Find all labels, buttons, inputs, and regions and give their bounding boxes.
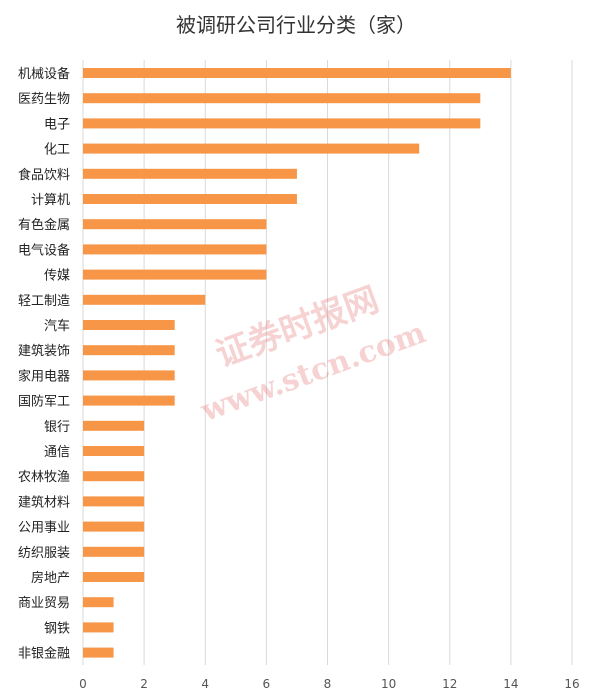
x-tick-label-6: 6 (263, 677, 271, 691)
bar-24 (83, 647, 114, 658)
x-tick-label-2: 2 (140, 677, 148, 691)
bar-23 (83, 622, 114, 633)
gridlines (82, 60, 573, 665)
bar-8 (83, 244, 267, 255)
category-label-24: 非银金融 (18, 646, 70, 662)
category-label-9: 传媒 (44, 269, 70, 284)
bar-7 (83, 219, 267, 230)
bar-4 (83, 143, 420, 154)
watermark: 证券时报网 www.stcn.com (196, 280, 431, 430)
category-label-19: 公用事业 (18, 521, 70, 536)
bar-22 (83, 597, 114, 608)
category-label-13: 家用电器 (18, 368, 70, 384)
x-tick-label-8: 8 (324, 677, 332, 691)
bar-5 (83, 168, 297, 179)
x-tick-label-10: 10 (381, 677, 396, 691)
bar-15 (83, 420, 145, 431)
category-label-20: 纺织服装 (18, 546, 70, 561)
category-labels: 机械设备医药生物电子化工食品饮料计算机有色金属电气设备传媒轻工制造汽车建筑装饰家… (18, 66, 70, 662)
category-label-1: 机械设备 (18, 66, 70, 82)
x-tick-label-12: 12 (442, 677, 457, 691)
x-tick-label-16: 16 (564, 677, 579, 691)
category-label-22: 商业贸易 (18, 596, 70, 611)
x-axis-tick-labels: 0 2 4 6 8 10 12 14 16 (79, 677, 579, 691)
bar-1 (83, 68, 511, 78)
category-label-10: 轻工制造 (18, 294, 70, 309)
bar-9 (83, 269, 267, 280)
category-label-7: 有色金属 (18, 217, 70, 233)
category-label-8: 电气设备 (18, 242, 70, 258)
x-tick-label-14: 14 (503, 677, 518, 691)
category-label-23: 钢铁 (44, 621, 70, 636)
bar-17 (83, 471, 145, 482)
bar-16 (83, 446, 145, 456)
category-label-6: 计算机 (31, 193, 70, 208)
bar-11 (83, 320, 175, 330)
category-label-14: 国防军工 (18, 394, 70, 410)
bar-2 (83, 93, 481, 104)
x-tick-label-0: 0 (79, 677, 87, 691)
bar-3 (83, 118, 481, 129)
category-label-4: 化工 (44, 143, 70, 158)
category-label-12: 建筑装饰 (18, 343, 70, 359)
bar-19 (83, 521, 145, 532)
bar-13 (83, 370, 175, 381)
category-label-17: 农林牧渔 (18, 470, 70, 485)
bar-10 (83, 294, 206, 305)
x-tick-label-4: 4 (201, 677, 209, 691)
category-label-3: 电子 (44, 117, 70, 132)
category-label-16: 通信 (44, 445, 70, 460)
bars (83, 68, 511, 658)
bar-12 (83, 345, 175, 356)
bar-20 (83, 546, 145, 557)
category-label-15: 银行 (44, 420, 70, 435)
category-label-21: 房地产 (31, 570, 70, 586)
bar-6 (83, 194, 297, 204)
chart-title: 被调研公司行业分类（家） (176, 13, 416, 37)
category-label-11: 汽车 (44, 318, 70, 334)
bar-18 (83, 496, 145, 507)
category-label-18: 建筑材料 (18, 494, 70, 510)
category-label-2: 医药生物 (18, 92, 70, 107)
bar-14 (83, 395, 175, 406)
bar-21 (83, 572, 145, 582)
category-label-5: 食品饮料 (18, 167, 70, 183)
